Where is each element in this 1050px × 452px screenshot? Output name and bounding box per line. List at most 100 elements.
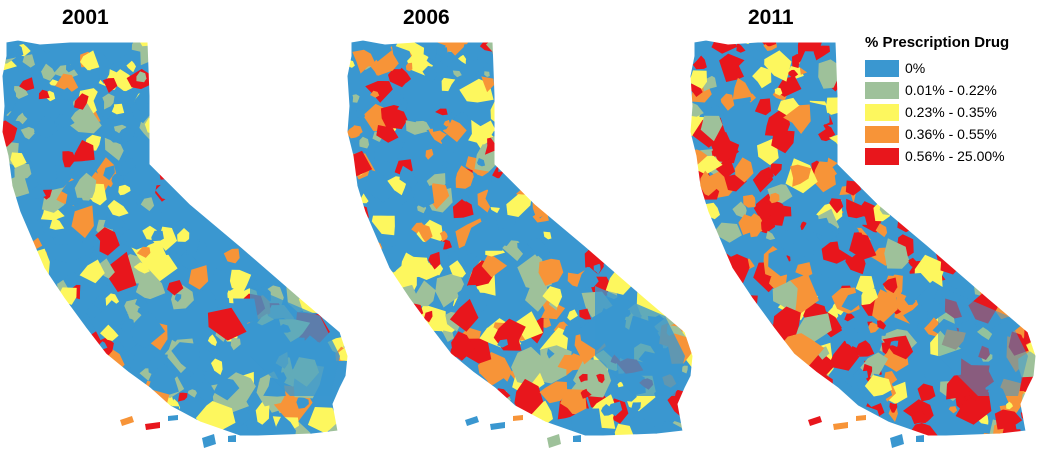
region-patch (399, 165, 418, 189)
region-patch (155, 40, 174, 46)
region-patch (177, 228, 190, 242)
region-patch (322, 202, 346, 224)
region-patch (606, 368, 622, 387)
region-patch (767, 443, 795, 452)
region-patch (853, 340, 875, 357)
region-patch (55, 73, 79, 93)
region-patch (957, 239, 968, 250)
region-patch (543, 231, 552, 240)
region-patch (156, 62, 184, 83)
region-patch (717, 333, 739, 361)
region-patch (108, 430, 116, 436)
region-patch (158, 95, 188, 121)
region-patch (443, 119, 451, 127)
region-patch (525, 282, 550, 312)
region-patch (111, 173, 124, 186)
region-patch (732, 201, 747, 219)
region-patch (555, 40, 578, 58)
region-patch (219, 203, 250, 231)
region-patch (593, 263, 601, 275)
region-patch (690, 226, 712, 256)
region-patch (230, 337, 241, 351)
region-patch (875, 223, 888, 238)
region-patch (725, 286, 745, 303)
region-patch (111, 103, 125, 115)
region-patch (911, 409, 926, 425)
region-patch (96, 65, 110, 84)
region-patch (118, 444, 124, 451)
region-patch (254, 214, 283, 244)
region-patch (272, 120, 287, 138)
region-patch (95, 227, 120, 256)
region-patch (519, 111, 545, 135)
region-patch (777, 376, 793, 397)
region-patch (780, 415, 790, 427)
region-patch (151, 230, 164, 242)
region-patch (828, 340, 860, 371)
region-patch (596, 373, 605, 384)
region-patch (386, 441, 394, 449)
region-patch (14, 163, 32, 180)
region-patch (6, 285, 37, 317)
region-patch (437, 400, 456, 420)
region-patch (603, 96, 623, 118)
region-patch (635, 225, 658, 241)
region-patch (72, 140, 95, 162)
region-patch (462, 194, 470, 202)
region-patch (404, 303, 424, 321)
region-patch (31, 312, 69, 345)
region-patch (579, 40, 592, 47)
region-patch (728, 369, 760, 399)
region-patch (646, 420, 688, 436)
region-patch (764, 109, 791, 137)
region-patch (352, 49, 377, 74)
region-patch (601, 404, 613, 416)
region-patch (837, 125, 857, 143)
region-patch (166, 113, 190, 140)
region-patch (716, 326, 733, 341)
island (202, 434, 216, 448)
region-patch (50, 311, 64, 328)
region-patch (207, 136, 217, 146)
region-patch (978, 248, 1007, 273)
region-patch (699, 170, 719, 196)
region-patch (128, 373, 143, 392)
region-patch (88, 403, 113, 431)
region-patch (902, 273, 932, 301)
region-patch (367, 261, 384, 280)
region-patch (51, 399, 75, 427)
region-patch (478, 407, 501, 434)
region-patch (370, 90, 380, 98)
region-patch (550, 61, 575, 80)
region-patch (754, 98, 772, 116)
region-patch (257, 153, 268, 167)
region-patch (233, 40, 254, 61)
region-patch (46, 230, 58, 239)
region-patch (836, 141, 852, 158)
region-patch (244, 113, 257, 126)
region-patch (357, 265, 385, 289)
region-patch (264, 40, 286, 63)
region-patch (313, 165, 347, 194)
region-patch (506, 194, 532, 217)
region-patch (744, 299, 753, 306)
region-patch (794, 425, 813, 436)
region-patch (253, 185, 277, 203)
region-patch (923, 167, 947, 194)
region-patch (21, 347, 46, 367)
region-patch (635, 125, 646, 132)
region-patch (32, 184, 46, 199)
region-patch (352, 94, 360, 103)
region-patch (835, 40, 858, 52)
region-patch (58, 349, 87, 377)
region-patch (544, 163, 566, 187)
region-patch (882, 277, 898, 294)
region-patch (897, 165, 923, 191)
region-patch (644, 212, 652, 220)
region-patch (736, 42, 746, 53)
region-patch (377, 354, 386, 366)
region-patch (647, 199, 657, 212)
region-patch (842, 56, 868, 79)
region-patch (174, 147, 188, 161)
region-patch (238, 177, 256, 195)
